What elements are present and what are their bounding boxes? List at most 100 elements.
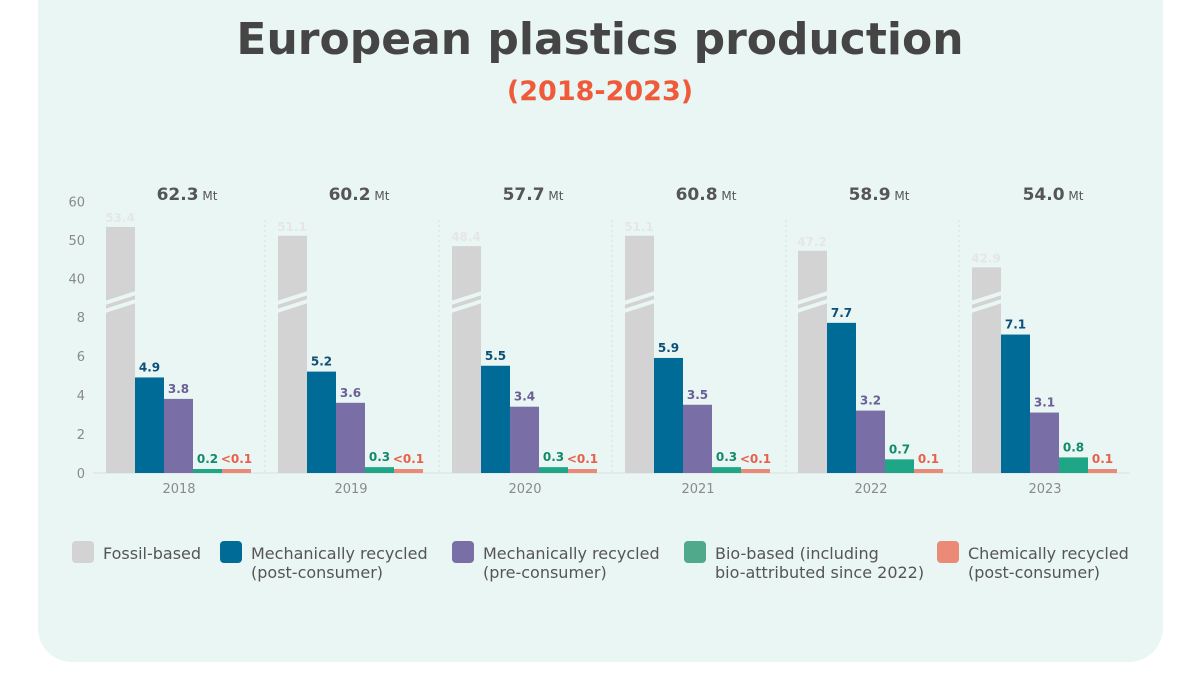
bar-value-label: 4.9: [139, 360, 160, 374]
bar-1-2018: [135, 377, 164, 473]
legend-swatch: [937, 541, 959, 563]
bar-1-2019: [307, 371, 336, 473]
bar-2-2020: [510, 406, 539, 473]
bar-value-label: 3.6: [340, 386, 361, 400]
bar-value-label: 0.3: [716, 450, 737, 464]
axis-break-mark: [796, 291, 829, 305]
bar-4-2019: [394, 469, 423, 473]
bar-value-label: 5.2: [311, 355, 332, 369]
axis-break-mark: [276, 291, 309, 305]
group-total-label: 58.9 Mt: [849, 185, 910, 205]
x-tick-label: 2022: [854, 482, 887, 497]
bar-2-2019: [336, 402, 365, 473]
bar-value-label: 0.3: [369, 450, 390, 464]
axis-break-mark: [623, 291, 656, 305]
axis-break-mark: [104, 299, 137, 313]
bar-4-2022: [914, 469, 943, 473]
bar-3-2021: [712, 467, 741, 473]
bar-4-2021: [741, 469, 770, 473]
legend-swatch: [220, 541, 242, 563]
legend-label-line2: (pre-consumer): [483, 563, 607, 582]
bar-3-2023: [1059, 457, 1088, 473]
bar-3-2019: [365, 467, 394, 473]
group-total-label: 60.2 Mt: [329, 185, 390, 205]
bar-value-label: 0.8: [1063, 440, 1084, 454]
axis-break-mark: [623, 299, 656, 313]
legend-label: Fossil-based: [103, 544, 201, 563]
axis-break-mark: [104, 291, 137, 305]
group-total-label: 60.8 Mt: [676, 185, 737, 205]
y-tick-label: 4: [77, 389, 85, 404]
bar-2-2022: [856, 410, 885, 473]
legend-label-line2: (post-consumer): [968, 563, 1100, 582]
legend-label: Chemically recycled: [968, 544, 1129, 563]
legend-label: Mechanically recycled: [251, 544, 428, 563]
bar-value-label: 0.7: [889, 442, 910, 456]
y-tick-label: 50: [68, 234, 85, 249]
bar-4-2023: [1088, 469, 1117, 473]
axis-break-mark: [450, 291, 483, 305]
bar-value-label: 51.1: [277, 220, 307, 234]
y-tick-label: 6: [77, 350, 85, 365]
bar-3-2018: [193, 469, 222, 473]
legend-swatch: [452, 541, 474, 563]
y-tick-label: 8: [77, 311, 85, 326]
bar-value-label: <0.1: [567, 452, 598, 466]
bar-0-2021: [625, 235, 654, 473]
bar-value-label: 3.5: [687, 388, 708, 402]
x-tick-label: 2020: [508, 482, 541, 497]
bar-value-label: 7.7: [831, 306, 852, 320]
group-total-label: 54.0 Mt: [1023, 185, 1084, 205]
bar-2-2021: [683, 404, 712, 473]
bar-value-label: 5.9: [658, 341, 679, 355]
x-tick-label: 2018: [162, 482, 195, 497]
axis-break-mark: [276, 299, 309, 313]
bar-0-2018: [106, 226, 135, 473]
bar-1-2020: [481, 365, 510, 473]
y-tick-label: 60: [68, 196, 85, 211]
bar-value-label: <0.1: [740, 452, 771, 466]
group-total-label: 57.7 Mt: [503, 185, 564, 205]
bar-1-2022: [827, 322, 856, 473]
bar-value-label: 51.1: [624, 220, 654, 234]
bar-4-2018: [222, 469, 251, 473]
bar-value-label: 3.1: [1034, 396, 1055, 410]
bar-value-label: 7.1: [1005, 318, 1026, 332]
bar-value-label: 0.2: [197, 452, 218, 466]
bar-value-label: 3.2: [860, 394, 881, 408]
y-tick-label: 2: [77, 428, 85, 443]
bar-value-label: 42.9: [971, 251, 1001, 265]
bar-4-2020: [568, 469, 597, 473]
group-total-label: 62.3 Mt: [157, 185, 218, 205]
bar-2-2023: [1030, 412, 1059, 473]
bar-value-label: 0.1: [1092, 452, 1113, 466]
bar-0-2020: [452, 246, 481, 473]
legend-label-line2: bio-attributed since 2022): [715, 563, 924, 582]
legend-swatch: [72, 541, 94, 563]
bar-3-2020: [539, 467, 568, 473]
bar-value-label: 0.3: [543, 450, 564, 464]
y-tick-label: 0: [77, 467, 85, 482]
legend-label: Mechanically recycled: [483, 544, 660, 563]
y-tick-label: 40: [68, 273, 85, 288]
legend-label: Bio-based (including: [715, 544, 879, 563]
bar-value-label: 0.1: [918, 452, 939, 466]
chart-subtitle: (2018-2023): [507, 76, 693, 107]
legend-swatch: [684, 541, 706, 563]
bar-value-label: 3.8: [168, 382, 189, 396]
axis-break-mark: [796, 299, 829, 313]
bar-0-2019: [278, 235, 307, 473]
bar-value-label: 5.5: [485, 349, 506, 363]
bar-value-label: 53.4: [105, 211, 135, 225]
bar-1-2021: [654, 357, 683, 473]
bar-1-2023: [1001, 334, 1030, 473]
axis-break-mark: [970, 291, 1003, 305]
bar-value-label: <0.1: [393, 452, 424, 466]
bar-value-label: <0.1: [221, 452, 252, 466]
axis-break-mark: [450, 299, 483, 313]
legend-label-line2: (post-consumer): [251, 563, 383, 582]
x-tick-label: 2021: [681, 482, 714, 497]
bar-3-2022: [885, 459, 914, 473]
x-tick-label: 2019: [334, 482, 367, 497]
bar-2-2018: [164, 398, 193, 473]
